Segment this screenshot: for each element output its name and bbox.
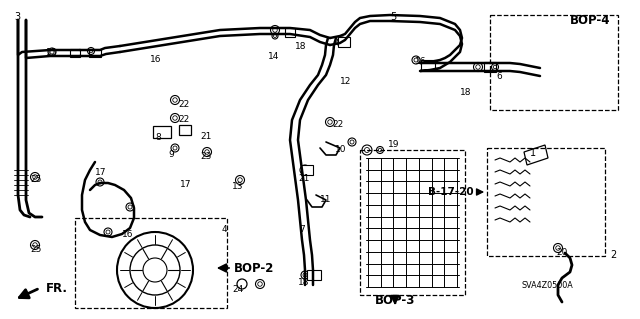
Bar xyxy=(484,62,496,72)
Text: 19: 19 xyxy=(388,140,399,149)
Text: 22: 22 xyxy=(332,120,343,129)
Text: 25: 25 xyxy=(30,175,42,184)
Bar xyxy=(360,150,465,295)
Text: 17: 17 xyxy=(180,180,191,189)
Text: 25: 25 xyxy=(30,245,42,254)
Text: 16: 16 xyxy=(122,230,134,239)
Text: 10: 10 xyxy=(335,145,346,154)
Text: 22: 22 xyxy=(178,115,189,124)
Text: BOP-2: BOP-2 xyxy=(234,262,275,275)
Bar xyxy=(421,60,435,70)
Bar xyxy=(487,148,605,256)
Text: 21: 21 xyxy=(200,132,211,141)
Text: 8: 8 xyxy=(155,133,161,142)
Bar xyxy=(307,270,321,280)
Text: 18: 18 xyxy=(460,88,472,97)
Bar xyxy=(285,27,295,36)
Text: 3: 3 xyxy=(14,12,20,22)
Text: 11: 11 xyxy=(320,195,332,204)
Text: 4: 4 xyxy=(222,225,228,234)
Text: SVA4Z0500A: SVA4Z0500A xyxy=(522,280,573,290)
Bar xyxy=(490,15,618,110)
Text: 24: 24 xyxy=(232,285,243,294)
Text: 1: 1 xyxy=(530,148,536,158)
Text: FR.: FR. xyxy=(46,283,68,295)
Bar xyxy=(75,218,227,308)
Bar xyxy=(89,49,101,57)
Bar xyxy=(179,125,191,135)
Text: BOP-4: BOP-4 xyxy=(570,14,611,27)
Text: 6: 6 xyxy=(496,72,502,81)
Text: 16: 16 xyxy=(415,57,426,66)
Text: B-17-20: B-17-20 xyxy=(428,187,474,197)
Text: 17: 17 xyxy=(95,168,106,177)
Text: 7: 7 xyxy=(299,225,305,234)
Text: 20: 20 xyxy=(556,248,568,257)
Text: 18: 18 xyxy=(295,42,307,51)
Text: 9: 9 xyxy=(168,150,173,159)
Text: 2: 2 xyxy=(610,250,616,260)
Text: 5: 5 xyxy=(390,12,396,22)
Text: 16: 16 xyxy=(150,55,161,64)
Text: 23: 23 xyxy=(200,152,211,161)
Text: 13: 13 xyxy=(232,182,243,191)
Bar xyxy=(70,49,80,57)
Text: 14: 14 xyxy=(268,52,280,61)
Bar xyxy=(301,165,313,175)
Text: 18: 18 xyxy=(298,278,310,287)
Text: BOP-3: BOP-3 xyxy=(375,293,415,307)
Text: 21: 21 xyxy=(298,174,309,183)
Bar xyxy=(338,37,350,47)
Bar xyxy=(153,126,171,138)
Text: 12: 12 xyxy=(340,77,351,86)
Text: 22: 22 xyxy=(178,100,189,109)
Text: 15: 15 xyxy=(46,48,58,57)
